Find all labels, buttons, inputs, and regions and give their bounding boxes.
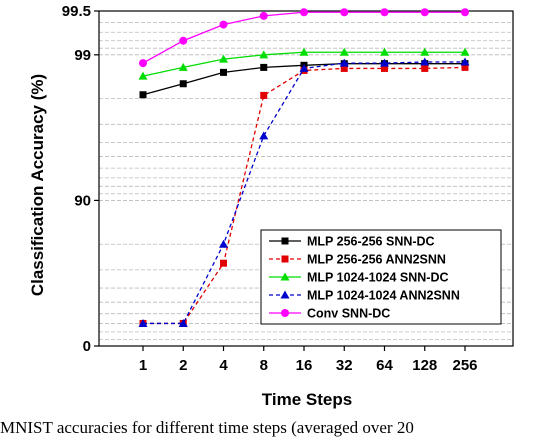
series-layer [138,8,470,327]
legend-item: MLP 1024-1024 SNN-DC [269,271,449,285]
legend-marker [281,255,289,263]
data-point [138,318,148,327]
data-point [178,318,188,327]
x-axis-title: Time Steps [262,390,352,409]
data-point [461,63,469,71]
x-tick-label: 256 [452,357,477,374]
x-axis: 1 2 4 8 16 32 64 128 256 [139,346,478,374]
data-point [139,91,147,99]
data-point [219,239,228,248]
data-point [178,62,188,71]
legend-item: MLP 1024-1024 ANN2SNN [269,289,460,303]
legend-item: MLP 256-256 ANN2SNN [269,253,446,267]
data-point [179,80,187,88]
x-tick-label: 128 [412,357,437,374]
y-tick-label: 0 [83,338,91,355]
data-point [138,71,148,80]
data-point [220,259,227,267]
x-tick-label: 8 [260,357,268,374]
data-point [179,36,188,45]
data-point [340,64,348,72]
x-tick-label: 2 [179,357,187,374]
legend-label: MLP 256-256 SNN-DC [307,235,435,249]
data-point [299,63,309,72]
data-point [339,47,349,56]
data-point [340,8,349,17]
data-point [299,47,309,56]
data-point [260,63,268,71]
chart: 0 90 99 99.5 1 2 4 8 16 32 64 128 256 Time Steps Cl… [28,3,514,409]
data-point [461,8,469,17]
x-tick-label: 64 [376,357,393,374]
y-axis: 0 90 99 99.5 [62,3,99,355]
data-point [380,8,389,17]
legend-label: MLP 1024-1024 ANN2SNN [307,289,460,303]
data-point [259,11,268,20]
data-point [380,58,389,67]
x-tick-label: 16 [296,357,313,374]
x-tick-label: 4 [219,357,228,374]
data-point [219,20,228,29]
data-point [300,8,308,17]
x-tick-label: 32 [336,357,353,374]
data-point [460,47,470,56]
data-point [259,131,269,140]
data-point [219,54,228,63]
series-2 [138,47,470,80]
legend-label: MLP 256-256 ANN2SNN [307,253,446,267]
data-point [420,57,430,66]
y-axis-title: Classification Accuracy (%) [28,74,47,296]
data-point [139,59,147,68]
legend: MLP 256-256 SNN-DC MLP 256-256 ANN2SNN MLP… [260,229,502,325]
y-tick-label: 90 [74,192,91,209]
legend-label: Conv SNN-DC [307,307,390,321]
y-tick-label: 99 [74,47,91,64]
series-3 [138,57,470,327]
legend-label: MLP 1024-1024 SNN-DC [307,271,449,285]
data-point [420,47,430,56]
data-point [260,91,268,99]
y-tick-label: 99.5 [62,3,91,20]
data-point [421,64,429,72]
data-point [220,68,227,76]
data-point [460,57,470,66]
legend-marker [280,272,290,281]
series-4 [139,8,469,68]
legend-item: MLP 256-256 SNN-DC [269,235,435,249]
data-point [381,64,388,72]
data-point [420,8,429,17]
x-tick-label: 1 [139,357,147,374]
legend-marker [280,290,290,299]
data-point [380,47,389,56]
legend-marker [281,237,289,245]
legend-marker [281,309,289,317]
legend-item: Conv SNN-DC [269,307,390,321]
figure-caption: MNIST accuracies for different time step… [0,418,414,437]
data-point [259,50,269,59]
data-point [339,58,349,67]
